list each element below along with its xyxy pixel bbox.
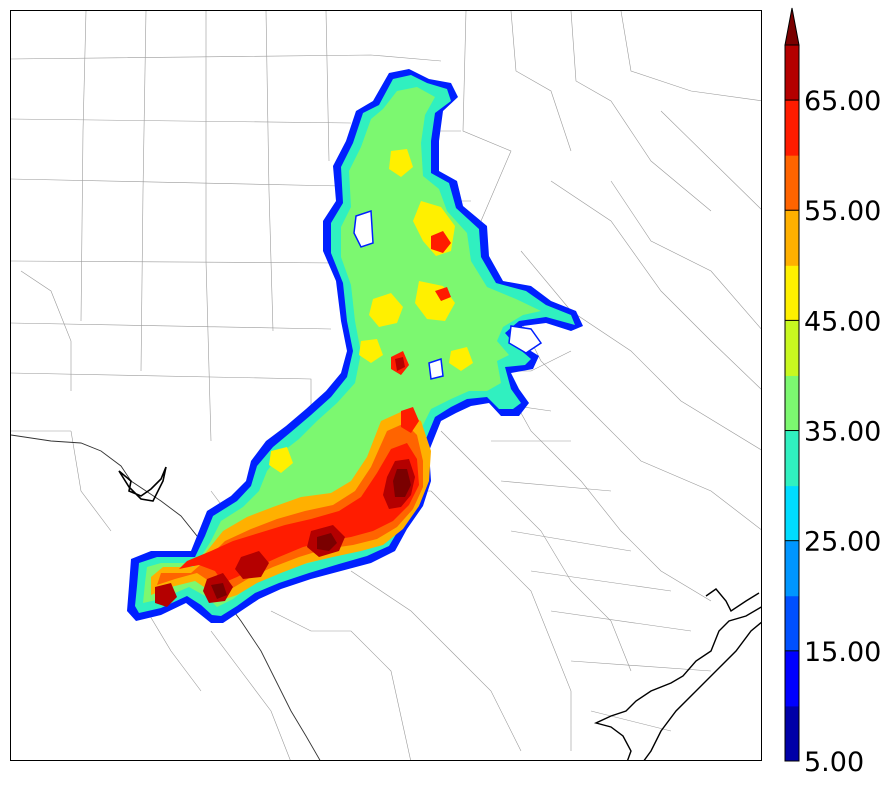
reservoir (118, 466, 167, 502)
colorbar-band (785, 100, 799, 156)
colorbar-band (785, 265, 799, 321)
colorbar-label: 45.00 (804, 306, 881, 337)
colorbar-band (785, 155, 799, 211)
colorbar-labels: 5.00 15.00 25.00 35.00 45.00 55.00 65.00 (785, 86, 881, 778)
colorbar-band (785, 375, 799, 432)
colorbar-band (785, 705, 799, 762)
rainfall-field (127, 69, 583, 623)
colorbar-label: 65.00 (804, 86, 881, 117)
colorbar-bands (785, 45, 799, 762)
colorbar-band (785, 210, 799, 266)
map-canvas (11, 11, 761, 760)
colorbar: 5.00 15.00 25.00 35.00 45.00 55.00 65.00 (784, 7, 881, 778)
map-panel (10, 10, 762, 761)
colorbar-band (785, 485, 799, 542)
colorbar-band (785, 45, 799, 101)
colorbar-band (785, 320, 799, 376)
colorbar-label: 15.00 (804, 637, 881, 668)
colorbar-label: 25.00 (804, 527, 881, 558)
colorbar-extend-arrow (784, 7, 800, 46)
colorbar-label: 5.00 (804, 747, 864, 778)
coastline (593, 588, 761, 760)
colorbar-band (785, 595, 799, 652)
colorbar-band (785, 430, 799, 487)
colorbar-label: 35.00 (804, 417, 881, 448)
colorbar-band (785, 540, 799, 597)
colorbar-label: 55.00 (804, 196, 881, 227)
colorbar-band (785, 650, 799, 707)
